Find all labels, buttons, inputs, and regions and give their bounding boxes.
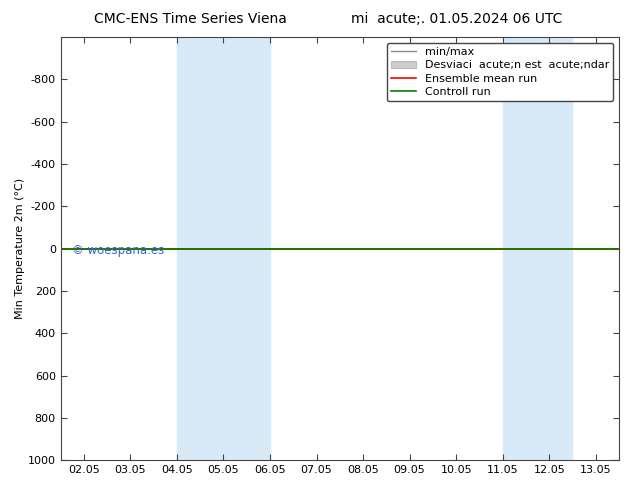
Legend: min/max, Desviaci  acute;n est  acute;ndar, Ensemble mean run, Controll run: min/max, Desviaci acute;n est acute;ndar… [387,43,614,101]
Text: © woespana.es: © woespana.es [72,245,164,257]
Text: mi  acute;. 01.05.2024 06 UTC: mi acute;. 01.05.2024 06 UTC [351,12,562,26]
Bar [177,37,270,460]
Bar [503,37,573,460]
Text: CMC-ENS Time Series Viena: CMC-ENS Time Series Viena [94,12,287,26]
Y-axis label: Min Temperature 2m (°C): Min Temperature 2m (°C) [15,178,25,319]
